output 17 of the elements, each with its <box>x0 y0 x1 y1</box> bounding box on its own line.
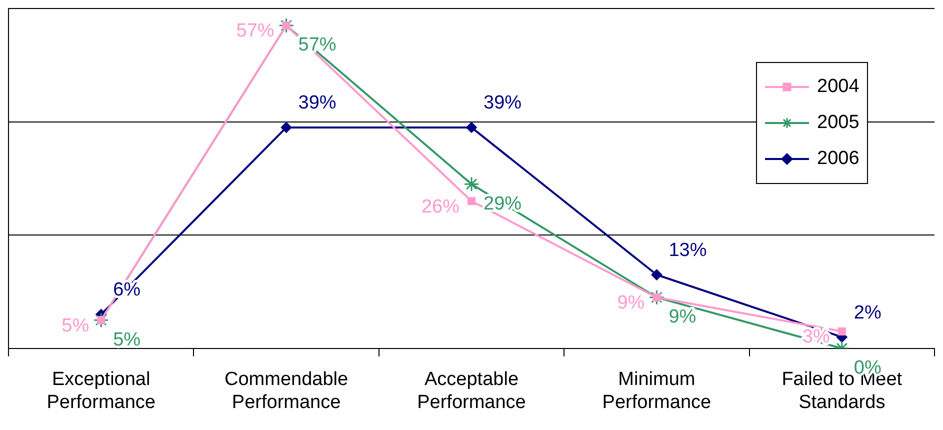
data-label: 26% <box>421 196 460 218</box>
x-tick-label: Minimum Performance <box>602 369 712 413</box>
data-label: 9% <box>668 306 696 328</box>
x-tick-label: Commendable Performance <box>224 369 348 413</box>
data-label: 57% <box>236 20 274 42</box>
data-label: 2% <box>854 302 882 324</box>
x-tick-label: Exceptional Performance <box>46 369 156 413</box>
data-label: 9% <box>617 292 645 314</box>
legend-label: 2006 <box>817 148 860 170</box>
legend-label: 2005 <box>817 112 860 134</box>
data-label: 5% <box>113 329 141 350</box>
data-label: 5% <box>62 315 90 336</box>
legend-label: 2004 <box>817 76 860 98</box>
x-tick-label: Acceptable Performance <box>417 369 526 413</box>
data-label: 39% <box>484 92 522 114</box>
data-label: 13% <box>668 240 707 261</box>
data-label: 39% <box>298 92 336 114</box>
